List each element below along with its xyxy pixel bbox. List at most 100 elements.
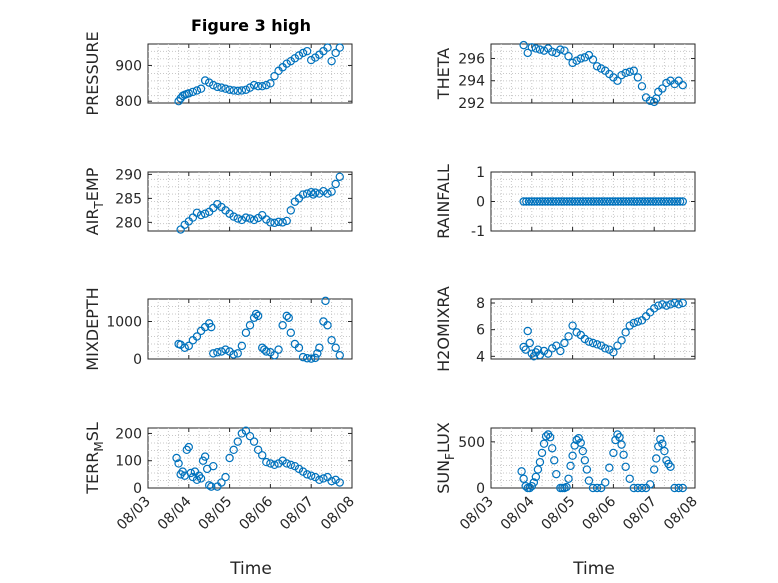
data-point: [568, 321, 577, 330]
x-tick-label: 08/03: [457, 494, 497, 534]
data-point: [262, 347, 271, 356]
y-axis-label: TERRMSL: [83, 422, 106, 495]
data-point: [532, 197, 542, 206]
data-point: [633, 317, 643, 326]
data-point: [627, 197, 636, 206]
data-point: [650, 465, 659, 474]
y-tick-label: 294: [458, 74, 485, 90]
data-point: [233, 437, 242, 446]
subplot-8: 0 500 08/03 08/04 08/05 08/06 08/07 08/08 SUNFLU…: [434, 422, 701, 533]
data-point: [302, 470, 312, 479]
data-point: [573, 197, 582, 206]
y-axis-label: H2OMIXRA: [434, 286, 453, 372]
data-point: [245, 431, 255, 441]
data-point: [651, 197, 660, 206]
data-point: [327, 476, 336, 486]
data-point: [176, 225, 185, 234]
data-point: [616, 197, 625, 206]
data-point: [186, 468, 196, 478]
data-point: [570, 197, 580, 206]
data-point: [559, 197, 569, 206]
data-point: [302, 189, 312, 198]
data-point: [617, 70, 626, 80]
data-point: [327, 336, 336, 345]
data-point: [596, 64, 606, 73]
data-point: [207, 322, 216, 332]
data-point: [543, 197, 553, 206]
data-point: [335, 478, 344, 487]
data-point: [204, 78, 214, 87]
data-point: [323, 43, 332, 52]
data-point: [198, 456, 208, 465]
data-point: [615, 433, 624, 442]
y-tick-label: 0: [133, 352, 142, 368]
data-point: [278, 218, 287, 227]
y-tick-label: 1: [476, 165, 485, 181]
data-point: [298, 352, 308, 362]
data-point: [582, 465, 592, 474]
data-point: [656, 434, 665, 444]
data-point: [619, 450, 628, 459]
data-point: [184, 341, 193, 351]
x-tick-label: 08/03: [114, 494, 154, 534]
data-point: [188, 213, 198, 222]
data-point: [630, 197, 639, 206]
y-axis-label: MIXDEPTH: [83, 287, 102, 370]
x-tick-label: 08/04: [155, 493, 195, 533]
data-point: [196, 84, 206, 93]
data-point: [217, 83, 226, 92]
data-point: [253, 81, 263, 91]
data-point: [632, 197, 642, 206]
data-point: [172, 453, 181, 463]
data-point: [578, 446, 588, 456]
data-point: [652, 454, 661, 463]
data-point: [629, 66, 639, 75]
data-point: [266, 218, 275, 227]
data-point: [646, 197, 655, 206]
subplot-6: 4 6 8 H2OMIXRA: [434, 286, 696, 372]
data-point: [319, 186, 328, 196]
data-point: [678, 483, 687, 493]
data-point: [335, 172, 344, 181]
data-point: [662, 301, 671, 310]
data-point: [564, 332, 573, 341]
data-point: [251, 309, 261, 319]
data-point: [584, 337, 594, 346]
data-point: [580, 53, 590, 62]
data-point: [643, 197, 652, 206]
data-point: [533, 345, 543, 354]
y-tick-label: 900: [115, 58, 142, 74]
data-point: [535, 197, 545, 206]
y-axis-label: SUNFLUX: [434, 422, 457, 494]
y-tick-label: 1000: [106, 315, 142, 331]
data-point: [638, 197, 647, 206]
data-point: [586, 197, 596, 206]
data-point: [519, 197, 528, 206]
data-point: [589, 197, 598, 206]
data-point: [327, 187, 336, 196]
data-point: [229, 350, 238, 359]
data-point: [335, 351, 344, 360]
data-point: [624, 197, 634, 206]
data-point: [608, 197, 617, 206]
data-point: [640, 197, 650, 206]
data-point: [541, 432, 551, 441]
data-point: [592, 340, 602, 349]
data-point: [592, 62, 602, 71]
data-point: [556, 346, 565, 356]
data-point: [584, 197, 593, 206]
data-point: [601, 478, 610, 487]
data-point: [609, 448, 618, 458]
y-tick-label: 285: [115, 191, 142, 207]
data-point: [637, 483, 647, 493]
data-point: [552, 469, 561, 479]
data-point: [286, 460, 295, 470]
y-tick-label: 0: [133, 481, 142, 497]
figure-title: Figure 3 high: [191, 16, 311, 35]
data-point: [660, 446, 669, 456]
data-point: [213, 82, 222, 92]
data-point: [605, 463, 614, 472]
data-point: [572, 56, 581, 65]
data-point: [245, 83, 255, 92]
